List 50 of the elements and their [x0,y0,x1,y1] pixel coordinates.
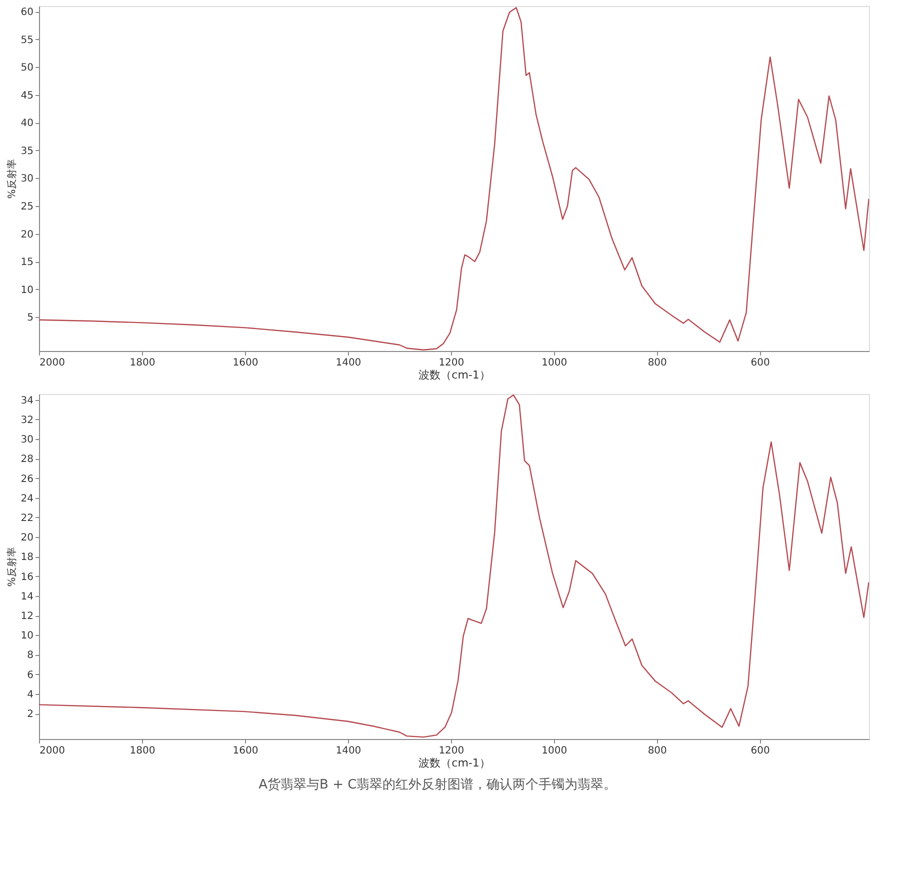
y-axis-title: %反射率 [6,547,18,587]
x-tick-label: 1400 [336,358,362,368]
y-tick-label: 30 [20,434,34,446]
y-tick-label: 10 [20,284,34,296]
y-axis-title: %反射率 [6,159,18,199]
x-tick-label: 2000 [40,746,65,756]
x-axis-title: 波数（cm-1） [418,756,490,770]
x-tick-label: 600 [750,746,770,756]
y-tick-label: 35 [20,146,34,157]
y-tick-label: 10 [20,630,34,642]
y-tick-label: 55 [20,34,34,46]
y-tick-label: 28 [20,454,34,466]
y-tick-label: 2 [27,709,34,720]
y-tick-label: 5 [27,312,34,324]
x-tick-label: 1000 [542,358,568,368]
y-tick-label: 34 [20,395,34,406]
y-tick-label: 25 [20,202,34,212]
y-tick-label: 26 [20,474,34,485]
y-tick-label: 32 [20,414,34,426]
y-tick-label: 20 [20,229,34,240]
x-tick-label: 1600 [232,358,258,368]
x-tick-label: 1000 [542,746,568,756]
y-tick-label: 16 [20,572,34,583]
y-tick-label: 8 [27,650,34,662]
x-axis-title: 波数（cm-1） [418,368,490,382]
x-tick-label: 1600 [232,746,258,756]
x-tick-label: 2000 [40,358,65,368]
y-tick-label: 6 [27,670,34,681]
y-tick-label: 60 [20,7,34,18]
y-tick-label: 40 [20,118,34,130]
y-tick-label: 22 [20,512,34,524]
y-tick-label: 30 [20,174,34,185]
y-tick-label: 18 [20,552,34,564]
y-tick-label: 4 [27,689,34,700]
text: A货翡翠与B + C翡翠的红外反射图谱，确认两个手镯为翡翠。 [258,778,617,792]
y-tick-label: 14 [20,591,34,602]
y-tick-label: 15 [20,257,34,268]
x-tick-label: 1800 [130,358,156,368]
x-tick-label: 1400 [336,746,362,756]
x-tick-label: 1200 [438,358,464,368]
y-tick-label: 20 [20,532,34,544]
x-tick-label: 1200 [438,746,464,756]
y-tick-label: 45 [20,90,34,102]
y-tick-label: 12 [20,611,34,622]
x-tick-label: 600 [750,358,770,368]
x-tick-label: 800 [648,358,667,368]
x-tick-label: 800 [648,746,667,756]
x-tick-label: 1800 [130,746,156,756]
y-tick-label: 24 [20,493,34,504]
y-tick-label: 50 [20,62,34,74]
